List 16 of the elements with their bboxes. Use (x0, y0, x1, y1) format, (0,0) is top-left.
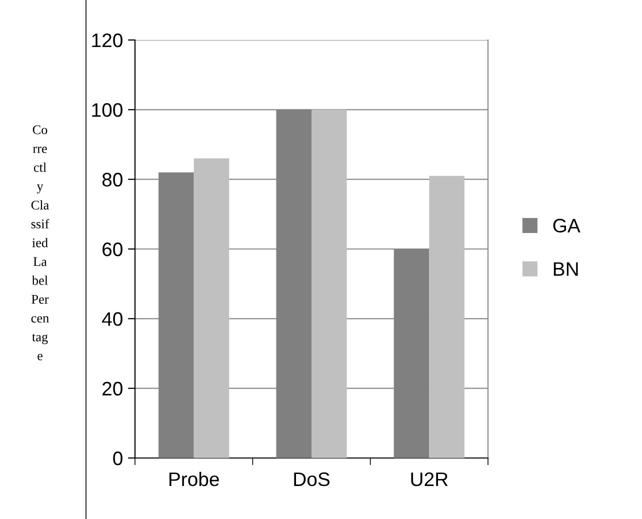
y-tick-label: 120 (92, 33, 122, 48)
bar (312, 110, 347, 458)
x-tick-label: Probe (169, 472, 219, 486)
y-tick-label: 100 (92, 103, 122, 117)
legend-label: GA (553, 218, 580, 233)
y-tick-label: 80 (102, 172, 122, 187)
bar (194, 158, 230, 458)
legend-label: BN (554, 262, 578, 276)
y-tick-label: 40 (102, 312, 122, 326)
text: Co rre ctl y Cla ssif ied La bel Per cen tag e (31, 125, 50, 360)
x-tick-label: DoS (294, 472, 330, 486)
y-tick-label: 20 (102, 382, 122, 396)
y-tick-label: 0 (113, 451, 122, 466)
bar (429, 176, 464, 458)
x-tick-label: U2R (411, 472, 448, 486)
y-tick-label: 60 (102, 242, 122, 256)
